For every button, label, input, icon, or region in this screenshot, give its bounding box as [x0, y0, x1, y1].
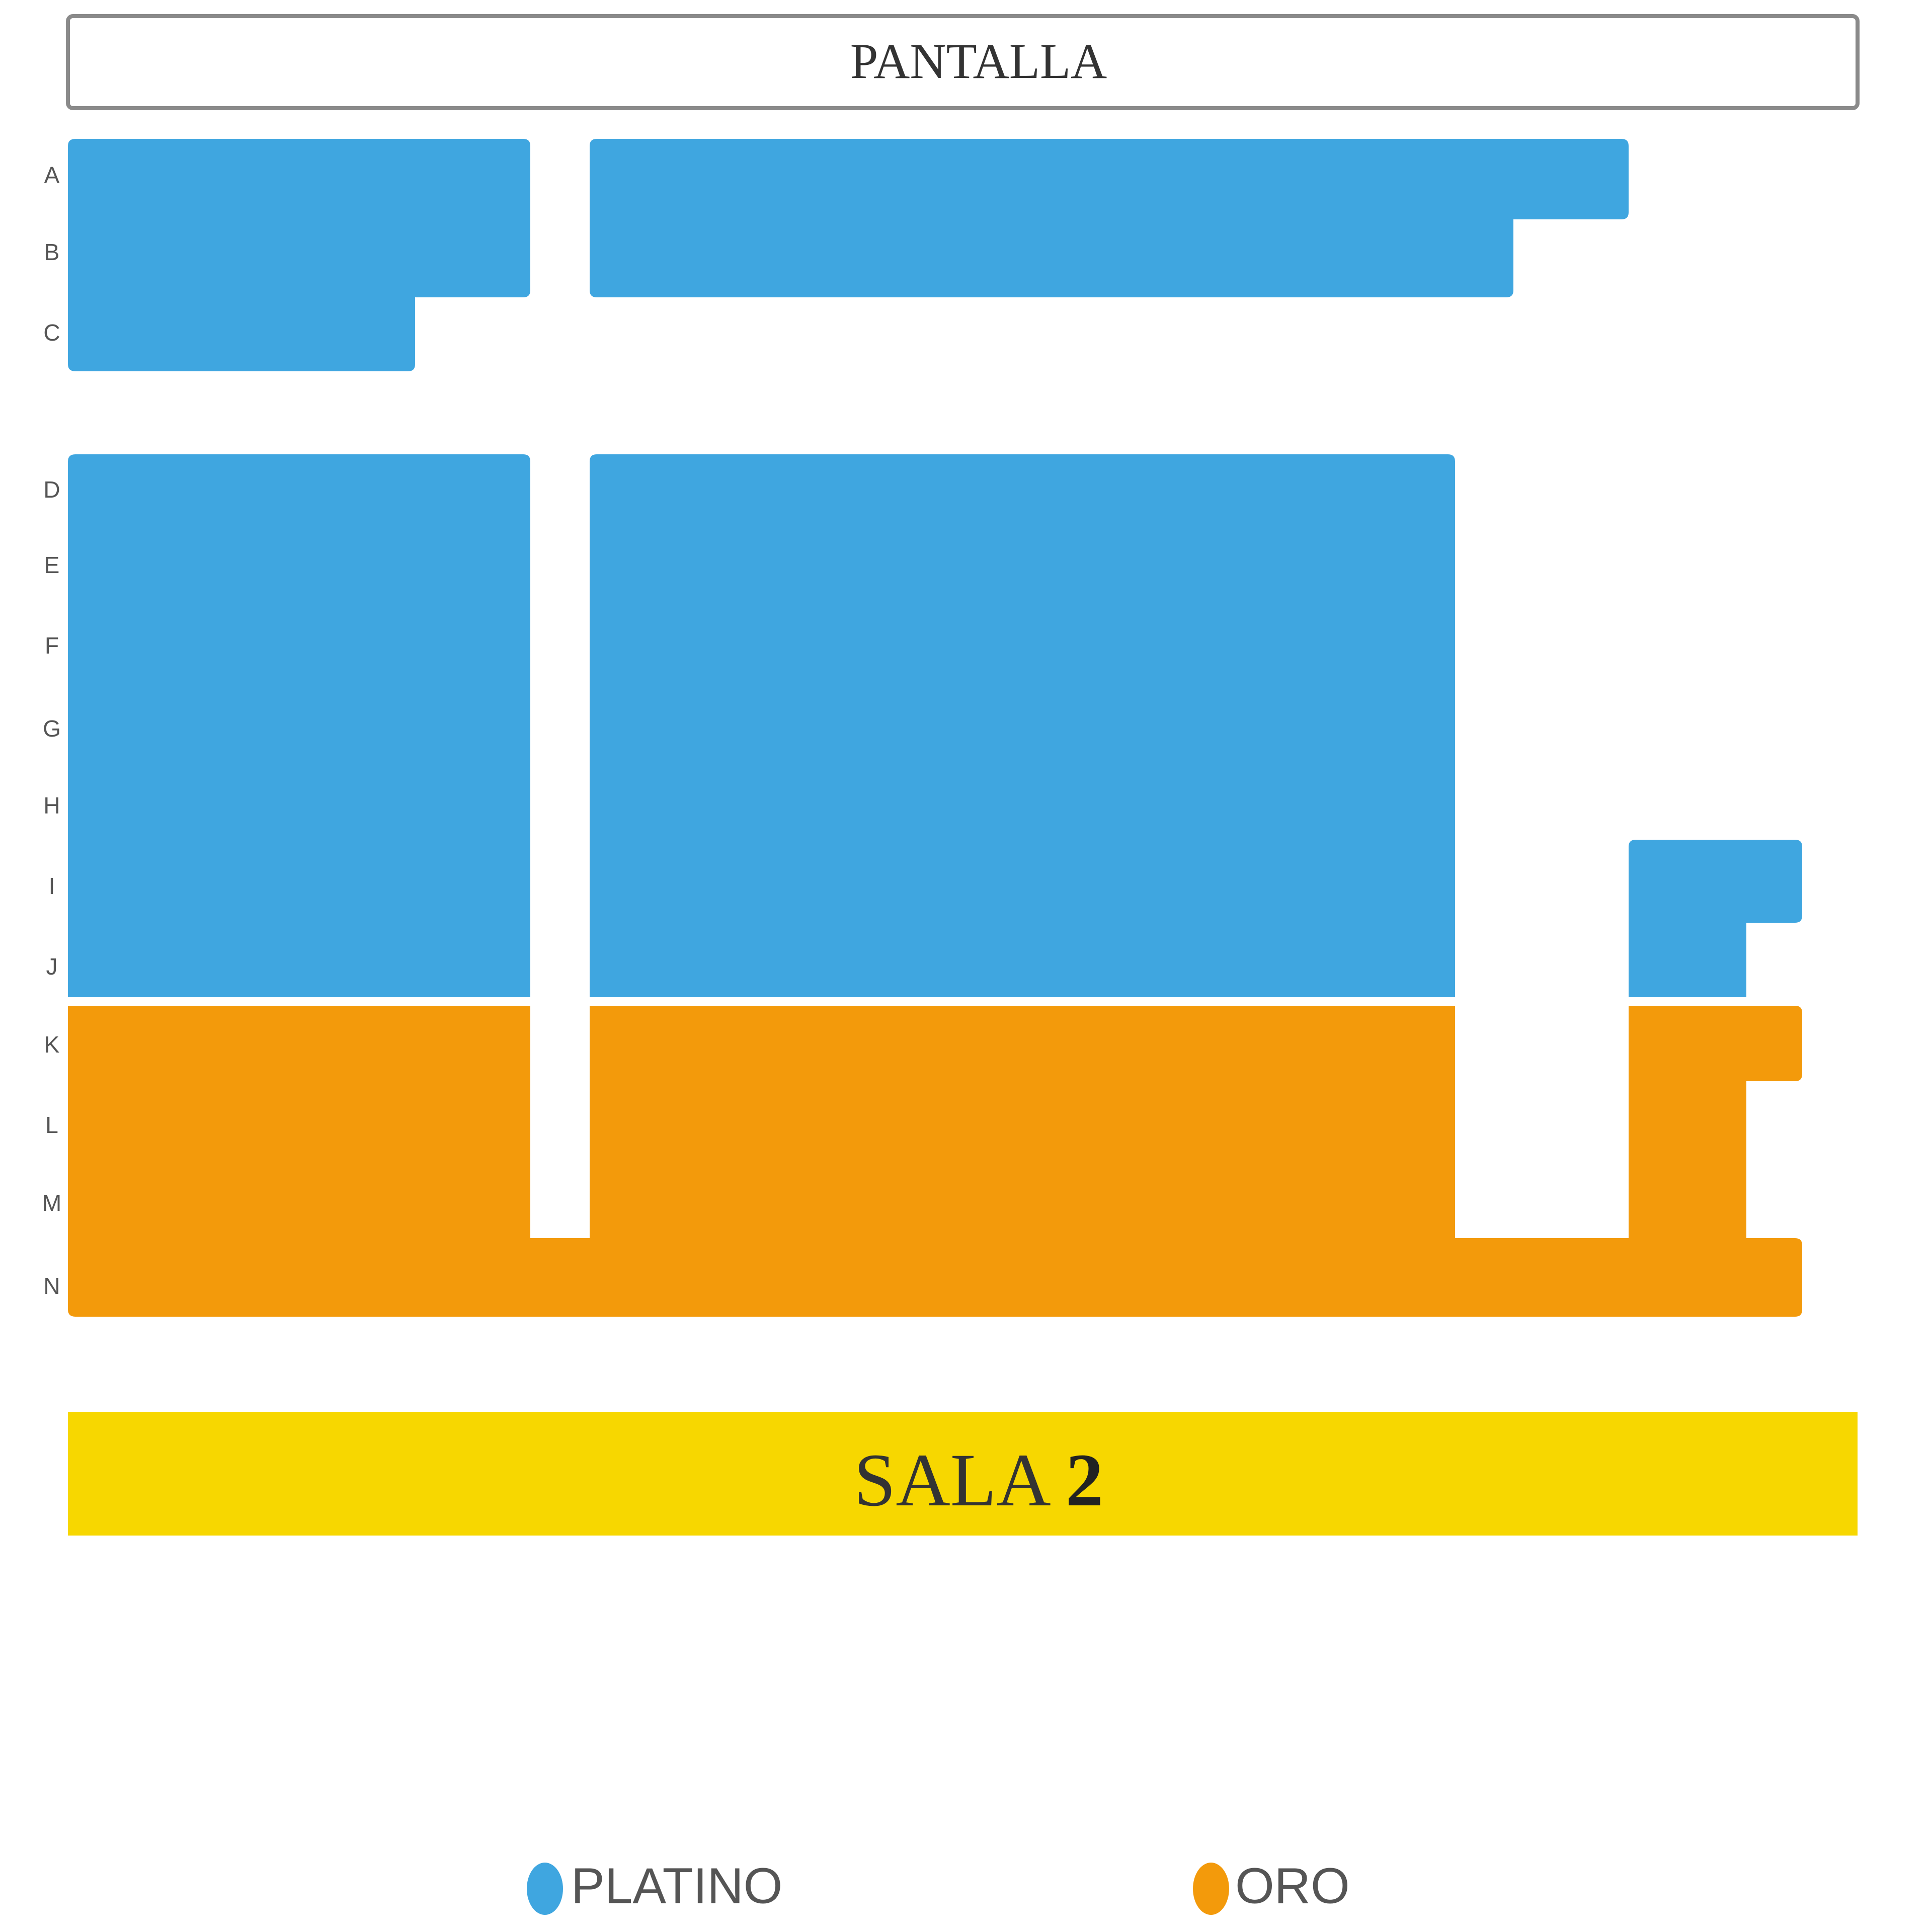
row-label: C	[43, 319, 60, 346]
hall-title: SALA 2	[854, 1438, 1103, 1522]
seat-block	[590, 454, 1455, 997]
row-label: H	[43, 792, 60, 819]
hall-name: SALA	[854, 1438, 1051, 1522]
row-label: D	[43, 476, 60, 503]
row-label: K	[44, 1031, 60, 1058]
legend-label: ORO	[1235, 1858, 1350, 1914]
row-label: A	[44, 162, 60, 188]
row-label: L	[45, 1112, 58, 1138]
row-label: E	[44, 552, 60, 578]
legend-swatch	[527, 1863, 563, 1915]
row-label: F	[45, 632, 59, 659]
seat-block	[68, 454, 530, 997]
platino-zone	[68, 139, 1802, 997]
row-label: G	[43, 715, 61, 742]
row-labels: A B C D E F G H I J K L M N	[42, 162, 61, 1299]
seat-block	[68, 139, 530, 371]
row-label: M	[42, 1190, 61, 1216]
row-label: B	[44, 239, 60, 265]
legend-swatch	[1193, 1863, 1229, 1915]
row-label: I	[49, 873, 55, 899]
screen-label: PANTALLA	[850, 33, 1107, 89]
hall-number: 2	[1066, 1438, 1103, 1522]
row-label: N	[43, 1273, 60, 1299]
seat-block	[68, 1006, 1802, 1317]
hall-banner	[68, 1412, 1858, 1536]
row-label: J	[46, 953, 58, 980]
legend-label: PLATINO	[571, 1858, 782, 1914]
screen-box	[66, 14, 1860, 110]
oro-zone	[68, 1006, 1802, 1317]
seat-block	[590, 139, 1629, 297]
seat-block	[1629, 840, 1802, 997]
